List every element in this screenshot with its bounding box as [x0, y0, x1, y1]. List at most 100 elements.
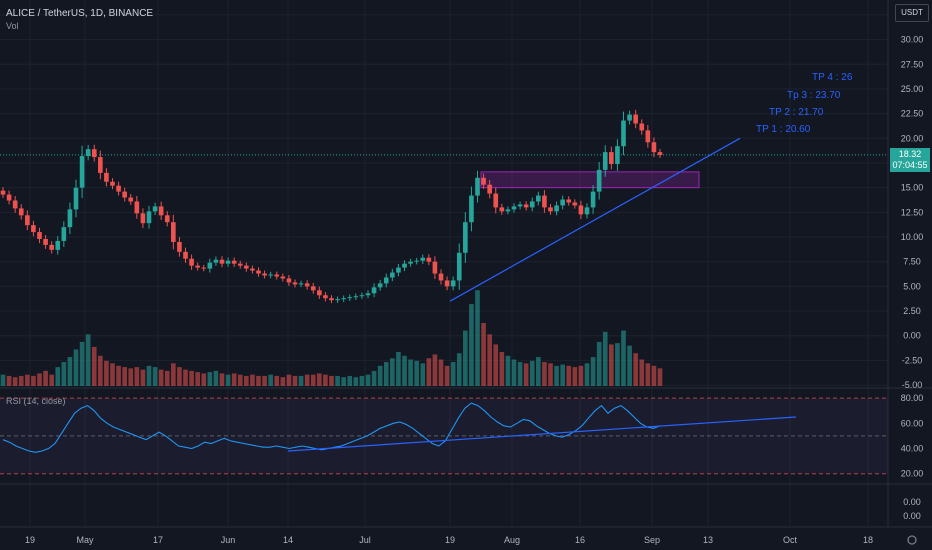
candle-body	[621, 120, 626, 147]
volume-bar	[225, 374, 231, 386]
volume-bar	[134, 367, 140, 386]
time-tick-label: Sep	[644, 535, 660, 545]
target-label-tp3: Tp 3 : 23.70	[787, 90, 841, 101]
price-tick-label: 12.50	[901, 207, 924, 217]
rsi-tick-label: 80.00	[901, 393, 924, 403]
volume-bar	[262, 375, 267, 386]
candle-body	[475, 177, 480, 196]
price-tick-label: 25.00	[901, 84, 924, 94]
candle-body	[529, 201, 535, 208]
volume-bar	[450, 362, 456, 386]
volume-bar	[426, 358, 432, 386]
candle-body	[37, 232, 42, 239]
currency-badge[interactable]: USDT	[895, 4, 929, 22]
price-tick-label: 27.50	[901, 59, 924, 69]
candle-body	[189, 258, 194, 266]
volume-bar	[177, 367, 182, 386]
candle-body	[304, 283, 310, 287]
price-tick-label: 22.50	[901, 109, 924, 119]
time-tick-label: Jun	[221, 535, 236, 545]
volume-indicator-label: Vol	[6, 21, 19, 31]
resistance-zone	[480, 171, 700, 189]
volume-bar	[317, 373, 322, 386]
volume-bar	[402, 355, 407, 386]
time-tick-label: 19	[445, 535, 455, 545]
candle-body	[548, 207, 553, 212]
volume-bar	[444, 365, 450, 386]
volume-bar	[49, 374, 54, 386]
candle-body	[596, 169, 602, 192]
candle-body	[542, 195, 547, 208]
target-label-tp4: TP 4 : 26	[812, 72, 853, 83]
volume-bar	[554, 365, 559, 386]
volume-bar	[499, 351, 505, 386]
volume-bar	[128, 368, 134, 386]
volume-bar	[244, 375, 249, 386]
volume-bar	[566, 365, 572, 386]
volume-bar	[396, 351, 401, 386]
candle-body	[450, 280, 456, 287]
candle-body	[414, 260, 419, 262]
volume-bar	[237, 374, 243, 386]
volume-bar	[469, 304, 474, 386]
volume-bar	[25, 374, 30, 386]
volume-bar	[463, 330, 468, 386]
candle-body	[590, 191, 596, 208]
volume-bar	[292, 375, 298, 386]
volume-bar	[341, 377, 346, 386]
volume-bar	[323, 374, 328, 386]
candle-body	[140, 213, 146, 224]
settings-gear-icon[interactable]	[907, 535, 917, 545]
price-tick-label: 30.00	[901, 35, 924, 45]
candle-body	[481, 177, 486, 185]
time-tick-label: Oct	[783, 535, 798, 545]
volume-bar	[55, 367, 61, 386]
volume-bar	[578, 365, 584, 386]
candle-body	[633, 114, 638, 124]
price-tick-label: -5.00	[902, 380, 923, 390]
candle-body	[98, 157, 103, 173]
candle-body	[31, 225, 36, 233]
volume-bar	[371, 370, 377, 386]
candle-body	[651, 142, 657, 153]
candle-body	[390, 272, 395, 278]
candle-body	[237, 263, 243, 266]
volume-bar	[615, 343, 620, 386]
volume-bar	[274, 375, 280, 386]
candle-body	[627, 114, 632, 121]
extra-tick-label: 0.00	[903, 497, 921, 507]
candle-body	[256, 270, 261, 274]
candle-body	[402, 263, 407, 268]
price-tick-label: 20.00	[901, 133, 924, 143]
candle-body	[444, 280, 450, 287]
candle-body	[268, 274, 273, 276]
volume-bar	[43, 370, 48, 386]
volume-bar	[353, 377, 359, 386]
volume-bar	[390, 358, 395, 386]
volume-bar	[596, 341, 602, 386]
candle-body	[73, 187, 79, 210]
volume-bar	[529, 360, 535, 386]
candle-body	[456, 252, 462, 281]
candle-body	[213, 259, 219, 263]
candle-body	[164, 215, 170, 223]
volume-bar	[536, 357, 541, 386]
volume-bar	[183, 369, 188, 386]
volume-bar	[493, 344, 499, 386]
candle-body	[323, 295, 328, 299]
price-tick-label: 10.00	[901, 232, 924, 242]
volume-bar	[79, 341, 85, 386]
volume-bar	[329, 375, 334, 386]
candle-body	[493, 193, 499, 208]
volume-bar	[621, 330, 626, 386]
candle-body	[146, 211, 152, 224]
candle-body	[244, 265, 249, 269]
rsi-tick-label: 60.00	[901, 418, 924, 428]
volume-bar	[195, 372, 200, 386]
candle-body	[536, 195, 541, 202]
candle-body	[67, 209, 73, 228]
candle-body	[18, 208, 24, 216]
candle-body	[420, 257, 426, 261]
candle-body	[6, 194, 12, 201]
